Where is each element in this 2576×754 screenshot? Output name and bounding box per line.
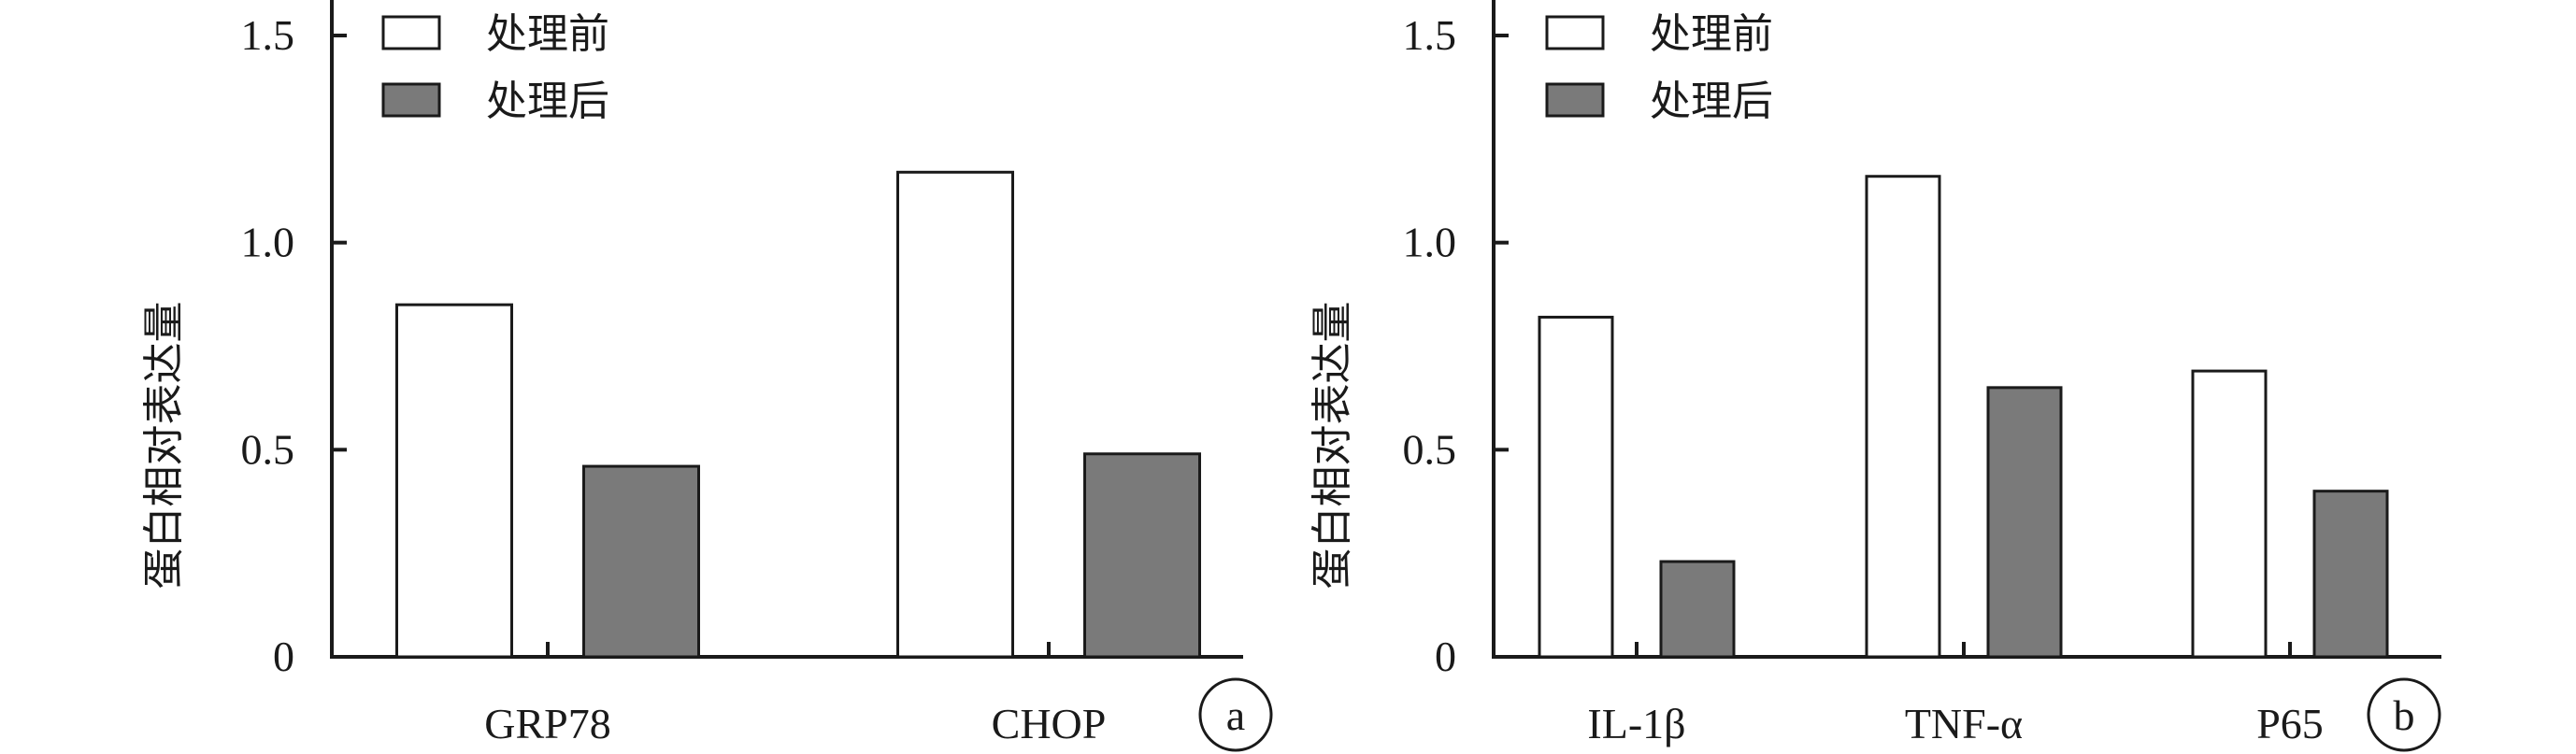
bar	[1538, 315, 1614, 659]
y-axis-label: 蛋白相对表达量	[140, 302, 188, 590]
panel-label: a	[1226, 691, 1245, 739]
x-tick-label: GRP78	[484, 700, 610, 747]
y-tick-label: 1.5	[1403, 11, 1457, 59]
legend-swatch	[1545, 15, 1605, 50]
y-tick-label: 1.0	[241, 219, 295, 266]
bar	[582, 464, 700, 659]
legend-label: 处理后	[1650, 78, 1773, 125]
panel-label: b	[2394, 691, 2415, 739]
bar	[1986, 386, 2063, 659]
x-tick-label: TNF-α	[1905, 700, 2023, 747]
x-tick-label: P65	[2256, 700, 2324, 747]
legend-swatch	[381, 82, 441, 118]
legend-label: 处理前	[1650, 10, 1773, 58]
bar	[1865, 175, 1941, 659]
y-tick-label: 0	[1435, 633, 1456, 680]
x-tick-label: CHOP	[992, 700, 1107, 747]
y-tick-label: 1.5	[241, 11, 295, 59]
y-tick-label: 0.5	[241, 425, 295, 473]
panel-label-circle	[2367, 677, 2441, 752]
y-axis-label: 蛋白相对表达量	[1309, 302, 1356, 590]
bar	[1083, 452, 1201, 659]
x-tick-label: IL-1β	[1587, 700, 1685, 747]
legend-label: 处理后	[486, 78, 609, 125]
bar	[1659, 560, 1736, 659]
bar	[2191, 369, 2268, 659]
legend-label: 处理前	[486, 10, 609, 58]
y-tick-label: 1.0	[1403, 219, 1457, 266]
panel-label-circle	[1198, 677, 1273, 752]
legend-swatch	[381, 15, 441, 50]
legend-swatch	[1545, 82, 1605, 118]
bar	[896, 170, 1014, 659]
y-tick-label: 0	[273, 633, 294, 680]
bar	[2312, 490, 2389, 659]
y-tick-label: 0.5	[1403, 425, 1457, 473]
bar	[395, 303, 513, 659]
